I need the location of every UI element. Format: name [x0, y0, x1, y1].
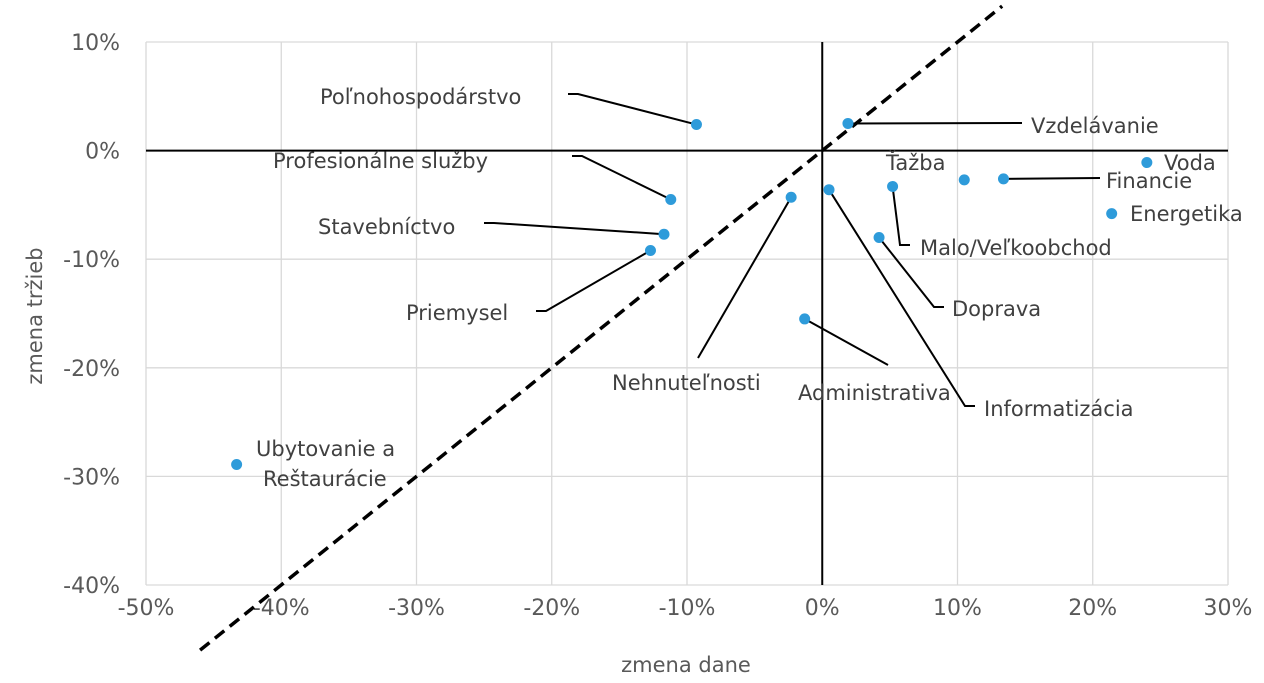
- x-tick-label: 20%: [1068, 596, 1117, 621]
- data-point: [958, 174, 970, 186]
- point-label: Ťažba: [885, 150, 945, 175]
- reference-line: [199, 4, 1004, 652]
- x-tick-label: 0%: [805, 596, 840, 621]
- y-tick-label: -40%: [63, 574, 120, 599]
- label-leader-line: [568, 93, 697, 126]
- label-leader-line: [804, 318, 889, 366]
- x-tick-label: -30%: [388, 596, 445, 621]
- point-label: Stavebníctvo: [318, 215, 455, 239]
- point-label: Profesionálne služby: [273, 149, 488, 173]
- point-label: Priemysel: [406, 301, 508, 325]
- x-tick-label: -50%: [118, 596, 175, 621]
- label-leader-line: [572, 155, 672, 201]
- label-leader-line: [828, 189, 975, 407]
- data-point: [997, 173, 1009, 185]
- point-label: Informatizácia: [984, 397, 1134, 421]
- point-label: Financie: [1106, 169, 1192, 193]
- label-leader-line: [891, 186, 910, 246]
- data-point: [887, 180, 899, 192]
- data-point: [785, 191, 797, 203]
- x-tick-label: 30%: [1204, 596, 1253, 621]
- data-point: [1141, 157, 1153, 169]
- data-point: [1106, 208, 1118, 220]
- x-tick-label: 10%: [933, 596, 982, 621]
- label-leader-line: [878, 236, 944, 308]
- y-tick-label: 10%: [71, 31, 120, 56]
- label-leader-line: [484, 222, 665, 236]
- data-points: [231, 117, 1153, 470]
- label-leaders: [484, 93, 1101, 407]
- point-label: Energetika: [1130, 202, 1243, 226]
- data-point: [644, 245, 656, 257]
- y-tick-label: -20%: [63, 357, 120, 382]
- point-label: Vzdelávanie: [1031, 114, 1159, 138]
- data-point: [842, 117, 854, 129]
- point-label: Administrativa: [798, 381, 951, 405]
- point-label: Nehnuteľnosti: [612, 371, 761, 395]
- point-labels: Poľnohospodárstvo Vzdelávanie Profesionáln…: [256, 85, 1243, 491]
- data-point: [690, 119, 702, 131]
- data-point: [665, 193, 677, 205]
- diagonal-reference-line: [199, 4, 1004, 652]
- data-point: [873, 231, 885, 243]
- x-tick-label: -10%: [659, 596, 716, 621]
- label-leader-line: [536, 249, 651, 312]
- y-tick-label: -10%: [63, 248, 120, 273]
- y-axis-title: zmena tržieb: [23, 247, 47, 384]
- label-leader-line: [697, 196, 793, 359]
- point-label: Malo/Veľkoobchod: [920, 236, 1112, 260]
- label-leader-line: [1003, 177, 1101, 180]
- point-label: Ubytovanie a Reštaurácie: [256, 437, 395, 491]
- data-point: [658, 228, 670, 240]
- x-tick-label: -20%: [523, 596, 580, 621]
- axes: [146, 42, 1228, 585]
- data-point: [231, 458, 243, 470]
- data-point: [799, 313, 811, 325]
- point-label: Voda: [1164, 151, 1216, 175]
- x-axis-title: zmena dane: [621, 653, 751, 677]
- y-tick-label: -30%: [63, 465, 120, 490]
- point-label: Doprava: [952, 297, 1041, 321]
- tick-labels: -50% -40% -30% -20% -10% 0% 10% 20% 30% 10% 0% -10%…: [63, 31, 1252, 621]
- data-point: [823, 184, 835, 196]
- y-tick-label: 0%: [85, 140, 120, 165]
- point-label: Poľnohospodárstvo: [320, 85, 521, 109]
